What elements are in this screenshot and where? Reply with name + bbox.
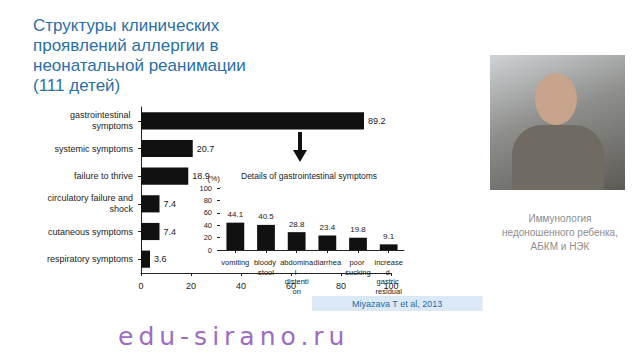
svg-text:80: 80 [204, 196, 212, 205]
svg-text:неонатальной реанимации: неонатальной реанимации [33, 56, 251, 75]
svg-text:failure to thrive: failure to thrive [74, 171, 133, 181]
svg-text:symptoms: symptoms [92, 121, 134, 131]
svg-text:7.4: 7.4 [164, 227, 177, 237]
svg-text:stool: stool [258, 268, 274, 277]
svg-text:44.1: 44.1 [228, 210, 244, 219]
svg-text:40.5: 40.5 [258, 212, 274, 221]
svg-text:80: 80 [336, 281, 346, 291]
svg-text:d: d [386, 268, 392, 277]
svg-text:circulatory failure and: circulatory failure and [47, 193, 133, 203]
svg-text:Miyazava T et al, 2013: Miyazava T et al, 2013 [352, 299, 442, 309]
svg-text:Структуры клинических: Структуры клинических [33, 16, 224, 35]
svg-text:0: 0 [208, 246, 212, 255]
svg-text:9.1: 9.1 [383, 232, 395, 241]
svg-text:residual: residual [376, 287, 403, 296]
svg-text:shock: shock [107, 204, 134, 214]
svg-text:20: 20 [204, 233, 212, 242]
svg-text:3.6: 3.6 [154, 254, 167, 264]
svg-text:7.4: 7.4 [164, 199, 177, 209]
svg-text:systemic symptoms: systemic symptoms [54, 144, 133, 154]
svg-text:40: 40 [236, 281, 246, 291]
svg-text:respiratory symptoms: respiratory symptoms [47, 254, 134, 264]
svg-text:28.8: 28.8 [289, 220, 305, 229]
svg-text:проявлений аллергии в: проявлений аллергии в [33, 36, 223, 55]
svg-text:bloody: bloody [254, 258, 278, 267]
svg-text:20: 20 [186, 281, 196, 291]
svg-text:(111 детей): (111 детей) [33, 76, 120, 95]
svg-text:60: 60 [204, 208, 212, 217]
svg-text:0: 0 [138, 281, 143, 291]
svg-text:100: 100 [199, 184, 212, 193]
html-text:edu-sirano.ru: edu-sirano.ru [118, 322, 350, 351]
svg-text:poor: poor [349, 258, 366, 267]
html-text:Иммунология недоношенного ребе: Иммунология недоношенного ребенка, АБКМ … [502, 213, 618, 252]
svg-text:gastric: gastric [377, 277, 401, 286]
svg-text:distenti: distenti [285, 277, 309, 286]
svg-text:abdomina: abdomina [280, 258, 314, 267]
svg-text:on: on [292, 287, 300, 296]
svg-text:18.9: 18.9 [192, 171, 210, 181]
svg-text:diarrhea: diarrhea [314, 258, 342, 267]
svg-text:sucking: sucking [345, 268, 370, 277]
svg-text:40: 40 [204, 221, 212, 230]
svg-text:Details of gastrointestinal sy: Details of gastrointestinal symptoms [241, 171, 377, 181]
svg-text:vomiting: vomiting [221, 258, 249, 267]
svg-text:increase: increase [374, 258, 402, 267]
svg-text:l: l [295, 268, 299, 277]
svg-text:gastrointestinal: gastrointestinal [70, 110, 133, 120]
svg-text:20.7: 20.7 [197, 144, 215, 154]
svg-text:cutaneous symptoms: cutaneous symptoms [48, 227, 134, 237]
svg-text:23.4: 23.4 [320, 223, 336, 232]
svg-text:89.2: 89.2 [368, 116, 386, 126]
svg-text:19.8: 19.8 [350, 225, 366, 234]
